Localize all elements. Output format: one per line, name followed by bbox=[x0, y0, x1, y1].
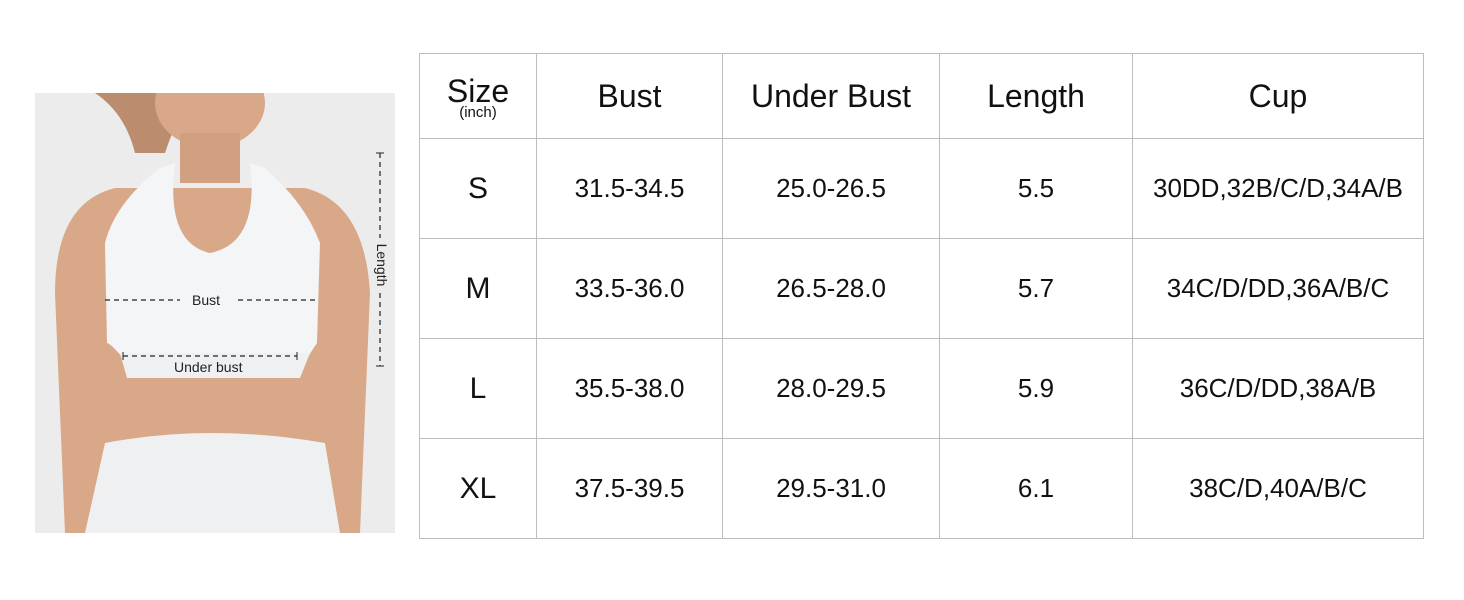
under-bust-cell: 29.5-31.0 bbox=[722, 438, 940, 539]
under-bust-cell: 26.5-28.0 bbox=[722, 238, 940, 339]
size-cell: XL bbox=[419, 438, 537, 539]
bust-cell: 33.5-36.0 bbox=[536, 238, 723, 339]
size-cell: S bbox=[419, 138, 537, 239]
model-illustration bbox=[55, 93, 370, 533]
header-length: Length bbox=[939, 53, 1133, 139]
size-unit: (inch) bbox=[459, 103, 497, 121]
bust-cell: 37.5-39.5 bbox=[536, 438, 723, 539]
cup-cell: 38C/D,40A/B/C bbox=[1132, 438, 1424, 539]
table-row: S 31.5-34.5 25.0-26.5 5.5 30DD,32B/C/D,3… bbox=[419, 138, 1424, 239]
length-cell: 5.5 bbox=[939, 138, 1133, 239]
bust-cell: 35.5-38.0 bbox=[536, 338, 723, 439]
bust-cell: 31.5-34.5 bbox=[536, 138, 723, 239]
table-row: M 33.5-36.0 26.5-28.0 5.7 34C/D/DD,36A/B… bbox=[419, 238, 1424, 339]
length-cell: 5.9 bbox=[939, 338, 1133, 439]
length-label: Length bbox=[374, 243, 390, 287]
bust-label: Bust bbox=[192, 292, 221, 308]
length-cell: 5.7 bbox=[939, 238, 1133, 339]
header-under-bust: Under Bust bbox=[722, 53, 940, 139]
header-size: Size (inch) bbox=[419, 53, 537, 139]
table-header-row: Size (inch) Bust Under Bust Length Cup bbox=[419, 53, 1424, 139]
length-cell: 6.1 bbox=[939, 438, 1133, 539]
product-photo: Bust Under bust Length bbox=[35, 93, 395, 533]
size-chart-table: Size (inch) Bust Under Bust Length Cup S … bbox=[419, 53, 1424, 539]
under-bust-label: Under bust bbox=[174, 359, 243, 375]
under-bust-cell: 28.0-29.5 bbox=[722, 338, 940, 439]
measurement-lines bbox=[105, 152, 384, 367]
header-bust: Bust bbox=[536, 53, 723, 139]
table-row: L 35.5-38.0 28.0-29.5 5.9 36C/D/DD,38A/B bbox=[419, 338, 1424, 439]
size-cell: L bbox=[419, 338, 537, 439]
cup-cell: 34C/D/DD,36A/B/C bbox=[1132, 238, 1424, 339]
cup-cell: 30DD,32B/C/D,34A/B bbox=[1132, 138, 1424, 239]
table-row: XL 37.5-39.5 29.5-31.0 6.1 38C/D,40A/B/C bbox=[419, 438, 1424, 539]
cup-cell: 36C/D/DD,38A/B bbox=[1132, 338, 1424, 439]
size-cell: M bbox=[419, 238, 537, 339]
header-cup: Cup bbox=[1132, 53, 1424, 139]
under-bust-cell: 25.0-26.5 bbox=[722, 138, 940, 239]
